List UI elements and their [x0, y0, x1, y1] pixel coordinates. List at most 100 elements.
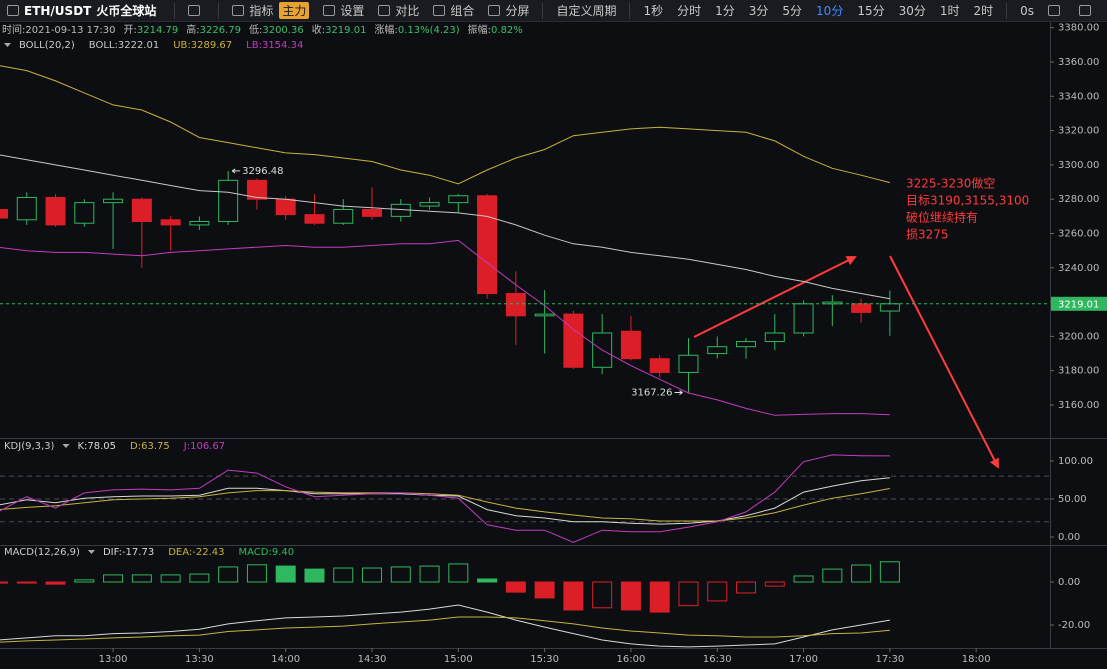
symbol-group[interactable]: ETH/USDT 火币全球站: [7, 2, 161, 19]
separator: [542, 2, 544, 19]
candle-body: [16, 196, 37, 221]
indicator-line: [0, 65, 891, 185]
candle-body: [218, 179, 239, 222]
period[interactable]: 1秒: [643, 4, 664, 18]
y-tick-label: 100.00: [1058, 456, 1093, 467]
icon: [1048, 5, 1061, 16]
indicator-name: MACD(12,26,9): [4, 547, 80, 558]
legend-caret: [87, 550, 95, 554]
period[interactable]: 10分: [816, 4, 844, 18]
info-label: 振幅:: [468, 23, 491, 36]
legend-value: 63.75: [141, 441, 170, 452]
candle-body: [851, 303, 872, 313]
toolbar-item[interactable]: 主力: [279, 2, 310, 19]
high-marker: 3296.48: [242, 166, 283, 177]
info-value: 3200.36: [262, 25, 303, 36]
separator: [629, 2, 631, 19]
high-marker-arrow: [231, 168, 241, 174]
candle-body: [822, 301, 843, 305]
macd-bar: [304, 568, 325, 583]
y-tick-label: 3160.00: [1058, 400, 1099, 411]
toolbar-item[interactable]: 组合: [433, 2, 474, 19]
period[interactable]: 30分: [898, 4, 926, 18]
candle-body: [448, 195, 469, 204]
fullscreen-button[interactable]: [1079, 5, 1096, 16]
info-label: 开:: [124, 25, 137, 36]
info-value: 0.13%(4.23): [398, 25, 460, 36]
info-label: 低:: [249, 23, 262, 36]
period[interactable]: 1分: [715, 4, 735, 18]
period[interactable]: 15分: [857, 4, 885, 18]
annotation: 破位继续持有: [906, 210, 978, 225]
info-value: 3226.79: [200, 25, 241, 36]
indicator-line: [0, 604, 890, 648]
macd-bar: [16, 581, 37, 584]
y-tick-label: 0.00: [1058, 532, 1080, 543]
period[interactable]: 分时: [677, 4, 702, 18]
annotation-arrow: [693, 256, 857, 338]
period[interactable]: 5分: [782, 4, 803, 18]
macd-bar: [764, 581, 785, 587]
legend-caret: [4, 43, 11, 47]
candle-body: [505, 293, 526, 317]
macd-bar: [448, 563, 469, 583]
legend-name: UB:: [173, 40, 191, 51]
macd-bar: [362, 567, 383, 583]
indicator-line: [0, 454, 890, 543]
legend-name: DIF:: [103, 547, 122, 558]
info-value: 0.82%: [491, 25, 523, 36]
period[interactable]: 3分: [748, 4, 769, 18]
separator: [218, 2, 220, 19]
x-tick-label: 13:00: [99, 654, 128, 665]
y-tick-label: 0.00: [1058, 577, 1080, 588]
info-value: 3219.01: [325, 25, 366, 36]
toolbar-item-label: 设置: [340, 4, 365, 18]
toolbar-item-label: 主力: [279, 2, 310, 19]
legend-name: BOLL:: [89, 40, 118, 51]
info-value: 2021-09-13 17:30: [25, 25, 115, 36]
custom-period[interactable]: 自定义周期: [556, 4, 617, 18]
x-tick-label: 13:30: [185, 654, 214, 665]
last-price-tag: [1051, 296, 1107, 311]
toolbar-item[interactable]: 分屏: [488, 2, 529, 19]
candle-body: [563, 313, 584, 368]
toolbar-item-label: 对比: [395, 4, 420, 18]
toolbar-item[interactable]: 设置: [323, 2, 364, 19]
info-label: 收:: [312, 23, 325, 36]
symbol: ETH/USDT: [24, 3, 92, 18]
search-button[interactable]: [188, 5, 205, 16]
legend-value: 3154.34: [262, 40, 303, 51]
period[interactable]: 1时: [939, 4, 960, 18]
macd-bar: [74, 579, 95, 583]
timer[interactable]: 0s: [1020, 3, 1035, 18]
low-marker-arrow: [674, 390, 683, 395]
y-tick-label: 3340.00: [1058, 91, 1099, 102]
macd-bar: [592, 581, 613, 609]
indicator-line: [0, 477, 890, 525]
legend-value: -22.43: [192, 547, 224, 558]
toolbar-item-label: 指标: [249, 4, 274, 18]
toolbar-item[interactable]: 对比: [378, 2, 419, 19]
candle-body: [246, 179, 267, 200]
macd-bar: [505, 581, 526, 593]
candle-body: [45, 196, 66, 226]
icon: [232, 5, 245, 16]
icon: [323, 5, 336, 16]
toolbar-item[interactable]: 指标: [232, 2, 273, 19]
indicator-line: [0, 154, 890, 300]
candle-body: [362, 208, 383, 217]
candle-body: [649, 358, 670, 373]
icon: [488, 5, 501, 16]
macd-bar: [477, 578, 498, 583]
period[interactable]: 2时: [973, 4, 994, 18]
indicator-line: [0, 488, 890, 522]
screenshot-button[interactable]: [1048, 5, 1065, 16]
macd-bar: [103, 574, 124, 583]
macd-bar: [419, 565, 440, 583]
candle-body: [793, 303, 814, 334]
y-tick-label: 3360.00: [1058, 57, 1099, 68]
x-tick-label: 18:00: [962, 654, 991, 665]
